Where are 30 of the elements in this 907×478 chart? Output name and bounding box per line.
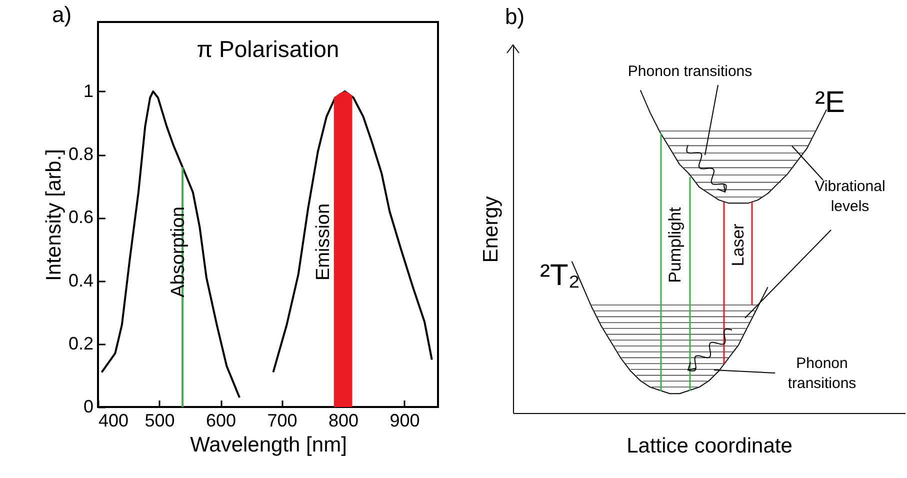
x-axis-title: Lattice coordinate [626, 434, 792, 458]
y-tick-label: 0.6 [68, 207, 94, 228]
annotation: Emission [313, 203, 334, 281]
line-series [272, 90, 433, 374]
x-tick-label: 900 [390, 410, 420, 430]
y-tick-label: 0.8 [68, 144, 94, 164]
line-series [100, 90, 241, 399]
x-tick-label: 400 [98, 410, 129, 430]
annotation: Vibrational levels [814, 178, 886, 215]
y-tick-label: 1 [83, 80, 94, 101]
y-tick-label: 0.4 [68, 270, 94, 290]
x-tick-label: 800 [328, 410, 359, 430]
x-tick-label: 700 [267, 410, 298, 430]
annotation: ²T₂ [540, 259, 580, 292]
x-axis-title: Wavelength [nm] [190, 434, 347, 456]
x-tick-label: 600 [206, 410, 236, 430]
text: b) [505, 4, 525, 29]
annotation: Absorption [168, 206, 189, 298]
y-tick-label: 0 [83, 396, 94, 416]
annotation: ²E [815, 86, 845, 119]
annotation: Phonon transitions [788, 355, 856, 392]
y-axis-title: Energy [480, 196, 502, 263]
annotation: Laser [728, 223, 748, 266]
x-tick-label: 500 [144, 410, 175, 430]
text: a) [52, 2, 72, 28]
y-axis-title: Intensity [arb.] [42, 149, 66, 281]
text: Phonon transitions [628, 63, 752, 80]
annotation: Pumplight [665, 206, 684, 283]
y-tick-label: 0.2 [68, 333, 94, 354]
text: π Polarisation [196, 36, 340, 62]
